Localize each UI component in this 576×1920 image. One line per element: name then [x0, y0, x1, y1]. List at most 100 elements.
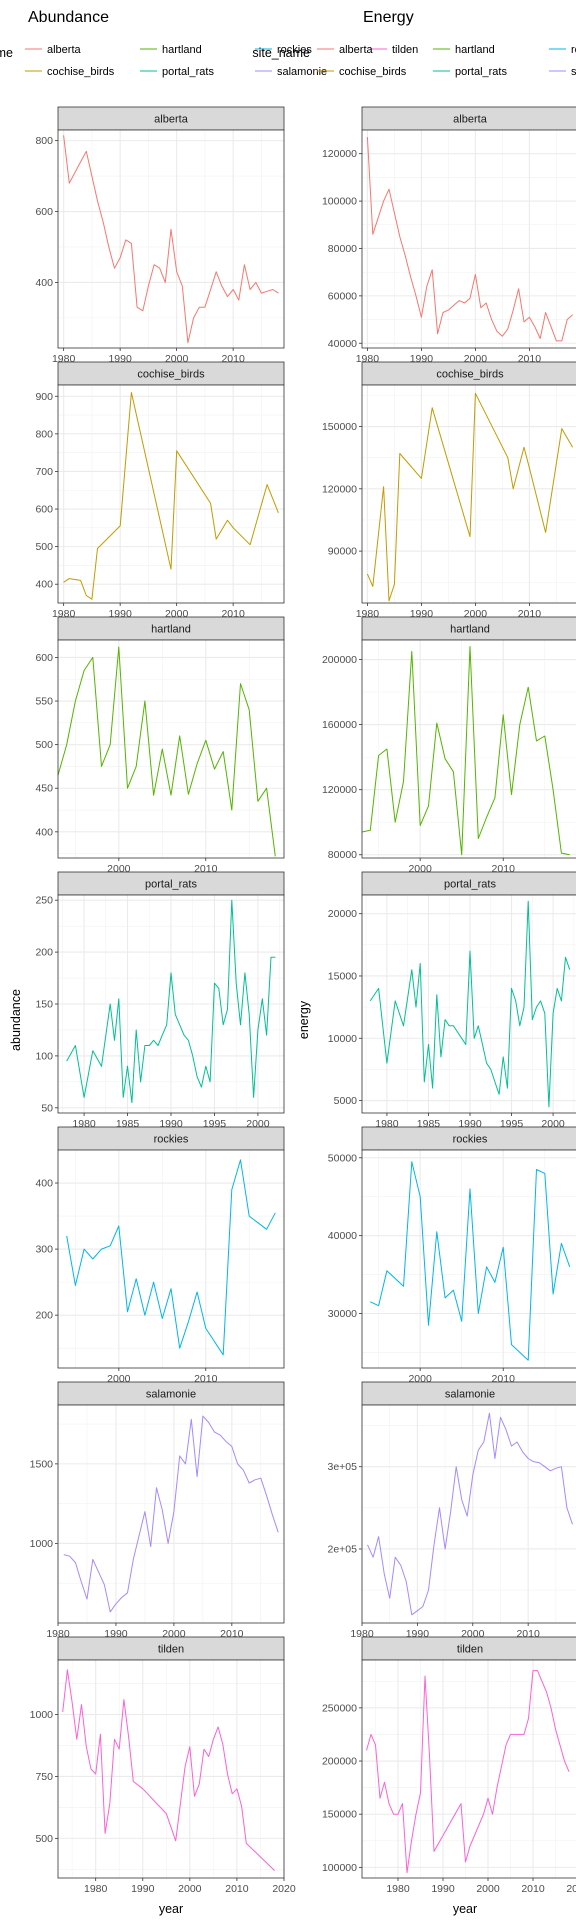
y-tick-label: 750	[35, 1771, 53, 1783]
series-line-portal_rats-abundance	[66, 899, 276, 1104]
strip-label: hartland	[450, 624, 490, 636]
panel-border	[361, 1659, 576, 1879]
energy-y-axis-title: energy	[297, 1000, 311, 1039]
y-tick-label: 150000	[322, 1809, 357, 1821]
panel-border	[57, 639, 285, 859]
plot-area	[58, 1660, 284, 1878]
y-tick-label: 120000	[322, 483, 357, 495]
y-tick-label: 10000	[328, 1033, 357, 1045]
strip-label: rockies	[453, 1134, 488, 1146]
y-tick-label: 600	[35, 652, 53, 664]
panel-border	[361, 384, 576, 604]
panel-border	[57, 1149, 285, 1369]
series-line-hartland-energy	[361, 646, 570, 856]
y-tick-label: 200000	[322, 1756, 357, 1768]
y-tick-label: 400	[35, 579, 53, 591]
legend-label-alberta: alberta	[47, 44, 82, 56]
y-tick-label: 40000	[328, 1230, 357, 1242]
y-tick-label: 160000	[322, 719, 357, 731]
legend-item-salamonie: salamonie	[549, 66, 576, 78]
panel-border	[361, 639, 576, 859]
y-tick-label: 5000	[334, 1095, 358, 1107]
y-tick-label: 250	[35, 895, 53, 907]
panel-border	[57, 1404, 285, 1624]
legend-label-hartland: hartland	[455, 44, 495, 56]
y-tick-label: 2e+05	[328, 1543, 358, 1555]
y-tick-label: 600	[35, 504, 53, 516]
y-tick-label: 600	[35, 206, 53, 218]
legend-label-rockies: rockies	[277, 44, 312, 56]
legend-label-salamonie: salamonie	[571, 66, 576, 78]
x-tick-label: 2010	[521, 1883, 545, 1895]
legend-label-cochise_birds: cochise_birds	[339, 66, 407, 78]
legend-item-tilden: tilden	[370, 44, 418, 56]
panel-border	[361, 1404, 576, 1624]
y-tick-label: 40000	[328, 338, 357, 350]
x-tick-label: 1990	[131, 1883, 155, 1895]
series-line-hartland-abundance	[57, 646, 276, 857]
legend-label-cochise_birds: cochise_birds	[47, 66, 115, 78]
legend-label-hartland: hartland	[162, 44, 202, 56]
x-tick-label: 1980	[386, 1883, 410, 1895]
strip-label: salamonie	[445, 1389, 495, 1401]
strip-label: tilden	[158, 1644, 184, 1656]
series-line-salamonie-abundance	[63, 1415, 279, 1613]
x-tick-label: 2000	[178, 1883, 202, 1895]
series-line-alberta-energy	[366, 137, 573, 342]
legend-title: site_name	[252, 46, 310, 60]
y-tick-label: 100000	[322, 1862, 357, 1874]
strip-label: alberta	[154, 114, 189, 126]
legend-item-hartland: hartland	[433, 44, 495, 56]
strip-label: portal_rats	[145, 879, 197, 891]
plot-area	[58, 130, 284, 348]
abundance-x-axis-title: year	[159, 1902, 183, 1916]
strip-label: salamonie	[146, 1389, 196, 1401]
plot-area	[362, 130, 576, 348]
y-tick-label: 3e+05	[328, 1461, 358, 1473]
series-line-cochise_birds-abundance	[63, 392, 279, 600]
strip-label: rockies	[154, 1134, 189, 1146]
legend-item-salamonie: salamonie	[255, 66, 327, 78]
y-tick-label: 1500	[30, 1458, 54, 1470]
y-tick-label: 90000	[328, 546, 357, 558]
y-tick-label: 300	[35, 1244, 53, 1256]
y-tick-label: 120000	[322, 784, 357, 796]
y-tick-label: 80000	[328, 849, 357, 861]
y-tick-label: 50	[41, 1102, 53, 1114]
y-tick-label: 1000	[30, 1538, 54, 1550]
y-tick-label: 500	[35, 739, 53, 751]
y-tick-label: 700	[35, 466, 53, 478]
panels: alberta 400 600 800 1980 1990 2000 2010 alberta 4…	[30, 106, 576, 1895]
y-tick-label: 500	[35, 1833, 53, 1845]
y-tick-label: 200	[35, 947, 53, 959]
strip-label: cochise_birds	[436, 369, 504, 381]
x-tick-label: 2020	[272, 1883, 296, 1895]
y-tick-label: 50000	[328, 1152, 357, 1164]
abundance-title: Abundance	[28, 9, 109, 26]
y-tick-label: 550	[35, 696, 53, 708]
abundance-y-axis-title: abundance	[9, 989, 23, 1051]
y-tick-label: 250000	[322, 1702, 357, 1714]
panel-border	[57, 1659, 285, 1879]
y-tick-label: 800	[35, 428, 53, 440]
y-tick-label: 20000	[328, 908, 357, 920]
x-tick-label: 2000	[476, 1883, 500, 1895]
y-tick-label: 150000	[322, 421, 357, 433]
x-tick-label: 1990	[431, 1883, 455, 1895]
legend-label-portal_rats: portal_rats	[162, 66, 214, 78]
panel-border	[57, 894, 285, 1114]
y-tick-label: 400	[35, 1178, 53, 1190]
y-tick-label: 200000	[322, 654, 357, 666]
panel-tilden-abundance: tilden 500 750 1000 1980 1990 2000 2010 2020	[30, 1636, 296, 1895]
panel-border	[57, 129, 285, 349]
